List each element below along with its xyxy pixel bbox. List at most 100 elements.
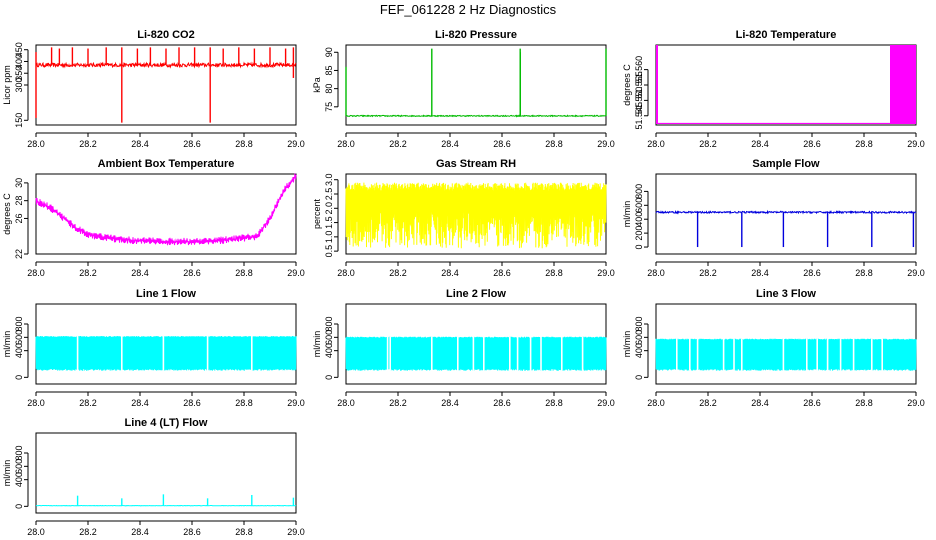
x-axis: 28.0 28.2 28.4 28.6 28.8 29.0	[27, 520, 305, 537]
page-title: FEF_061228 2 Hz Diagnostics	[379, 2, 557, 17]
x-tick-label: 28.8	[235, 268, 253, 278]
data-series	[345, 336, 607, 371]
y-tick-label: 600	[634, 330, 644, 345]
y-tick-label: 300	[14, 77, 24, 92]
series-line	[345, 182, 607, 249]
plot-title: Line 1 Flow	[136, 288, 196, 300]
y-tick-label: 22	[14, 249, 24, 259]
y-tick-label: 400	[14, 54, 24, 69]
y-tick-label: 2.5	[324, 188, 334, 201]
plot-pressure: Li-820 Pressure 28.0 28.2 28.4 28.6 28.8 29.0 7…	[312, 29, 615, 149]
x-tick-label: 29.0	[287, 268, 305, 278]
y-tick-label: 600	[634, 198, 644, 213]
x-tick-label: 28.0	[27, 398, 45, 408]
x-tick-label: 29.0	[597, 139, 615, 149]
x-tick-label: 28.4	[131, 527, 149, 537]
x-tick-label: 28.2	[699, 268, 717, 278]
x-tick-label: 29.0	[907, 268, 925, 278]
plot-co2: Li-820 CO2 28.0 28.2 28.4 28.6 28.8 29.0 150 300…	[2, 29, 305, 149]
plot-line4: Line 4 (LT) Flow 28.0 28.2 28.4 28.6 28.8 29.0…	[2, 417, 305, 537]
y-tick-label: 400	[324, 343, 334, 358]
x-tick-label: 28.8	[235, 527, 253, 537]
plot-frame	[345, 44, 607, 126]
data-series	[35, 335, 297, 371]
y-axis-label: ml/min	[2, 460, 12, 487]
y-tick-label: 0	[634, 375, 644, 380]
x-tick-label: 29.0	[907, 139, 925, 149]
plot-title: Li-820 Pressure	[435, 29, 517, 41]
x-axis: 28.0 28.2 28.4 28.6 28.8 29.0	[647, 391, 925, 408]
y-axis-label: Licor ppm	[2, 65, 12, 105]
x-tick-label: 28.8	[545, 139, 563, 149]
series-block	[890, 45, 916, 124]
x-axis: 28.0 28.2 28.4 28.6 28.8 29.0	[647, 132, 925, 149]
y-tick-label: 1.5	[324, 216, 334, 229]
plot-li820temp: Li-820 Temperature 28.0 28.2 28.4 28.6 28.8 29…	[622, 29, 925, 149]
y-tick-label: 26	[14, 213, 24, 223]
x-tick-label: 28.4	[131, 139, 149, 149]
plot-title: Line 3 Flow	[756, 288, 816, 300]
x-tick-label: 28.8	[545, 398, 563, 408]
y-tick-label: 600	[14, 330, 24, 345]
x-tick-label: 28.6	[183, 139, 201, 149]
x-tick-label: 28.6	[493, 398, 511, 408]
plot-frame	[655, 44, 917, 126]
x-tick-label: 28.0	[337, 139, 355, 149]
x-tick-label: 28.2	[79, 398, 97, 408]
x-tick-label: 28.0	[337, 398, 355, 408]
data-series	[35, 173, 297, 246]
data-series	[35, 47, 297, 123]
x-tick-label: 28.2	[79, 527, 97, 537]
y-tick-label: 400	[634, 343, 644, 358]
plot-title: Li-820 Temperature	[736, 29, 837, 41]
y-tick-label: 600	[324, 330, 334, 345]
y-tick-label: 0	[634, 245, 644, 250]
x-tick-label: 28.2	[389, 268, 407, 278]
y-tick-label: 90	[324, 47, 334, 57]
x-tick-label: 28.6	[183, 398, 201, 408]
data-series	[345, 182, 607, 249]
x-tick-label: 28.0	[27, 527, 45, 537]
series-line	[345, 114, 607, 118]
data-series	[35, 494, 297, 507]
series-block	[656, 45, 658, 124]
x-tick-label: 29.0	[287, 139, 305, 149]
data-series	[656, 45, 916, 125]
y-axis-label: kPa	[312, 77, 322, 93]
x-tick-label: 28.4	[441, 398, 459, 408]
y-axis-label: percent	[312, 198, 322, 229]
x-tick-label: 28.8	[235, 139, 253, 149]
x-tick-label: 29.0	[597, 268, 615, 278]
plot-title: Line 4 (LT) Flow	[125, 417, 208, 429]
x-tick-label: 28.4	[441, 268, 459, 278]
y-tick-label: 28	[14, 196, 24, 206]
data-series	[345, 48, 607, 118]
series-line	[345, 336, 607, 371]
y-axis-label: ml/min	[622, 201, 632, 228]
x-tick-label: 28.6	[493, 268, 511, 278]
x-tick-label: 28.2	[79, 139, 97, 149]
x-tick-label: 28.4	[751, 268, 769, 278]
x-tick-label: 28.2	[699, 398, 717, 408]
x-tick-label: 28.4	[751, 398, 769, 408]
plot-frame	[655, 173, 917, 255]
x-tick-label: 28.2	[699, 139, 717, 149]
y-axis-label: ml/min	[622, 331, 632, 358]
plot-title: Line 2 Flow	[446, 288, 506, 300]
y-tick-label: 200	[634, 226, 644, 241]
y-tick-label: 1.0	[324, 231, 334, 244]
x-tick-label: 29.0	[597, 398, 615, 408]
y-tick-label: 85	[324, 65, 334, 75]
y-axis-label: degrees C	[622, 64, 632, 106]
data-series	[655, 338, 917, 371]
y-tick-label: 450	[14, 42, 24, 57]
x-tick-label: 28.0	[647, 398, 665, 408]
y-tick-label: 30	[14, 178, 24, 188]
data-series	[655, 209, 917, 248]
y-tick-label: 800	[634, 316, 644, 331]
y-tick-label: 800	[14, 316, 24, 331]
